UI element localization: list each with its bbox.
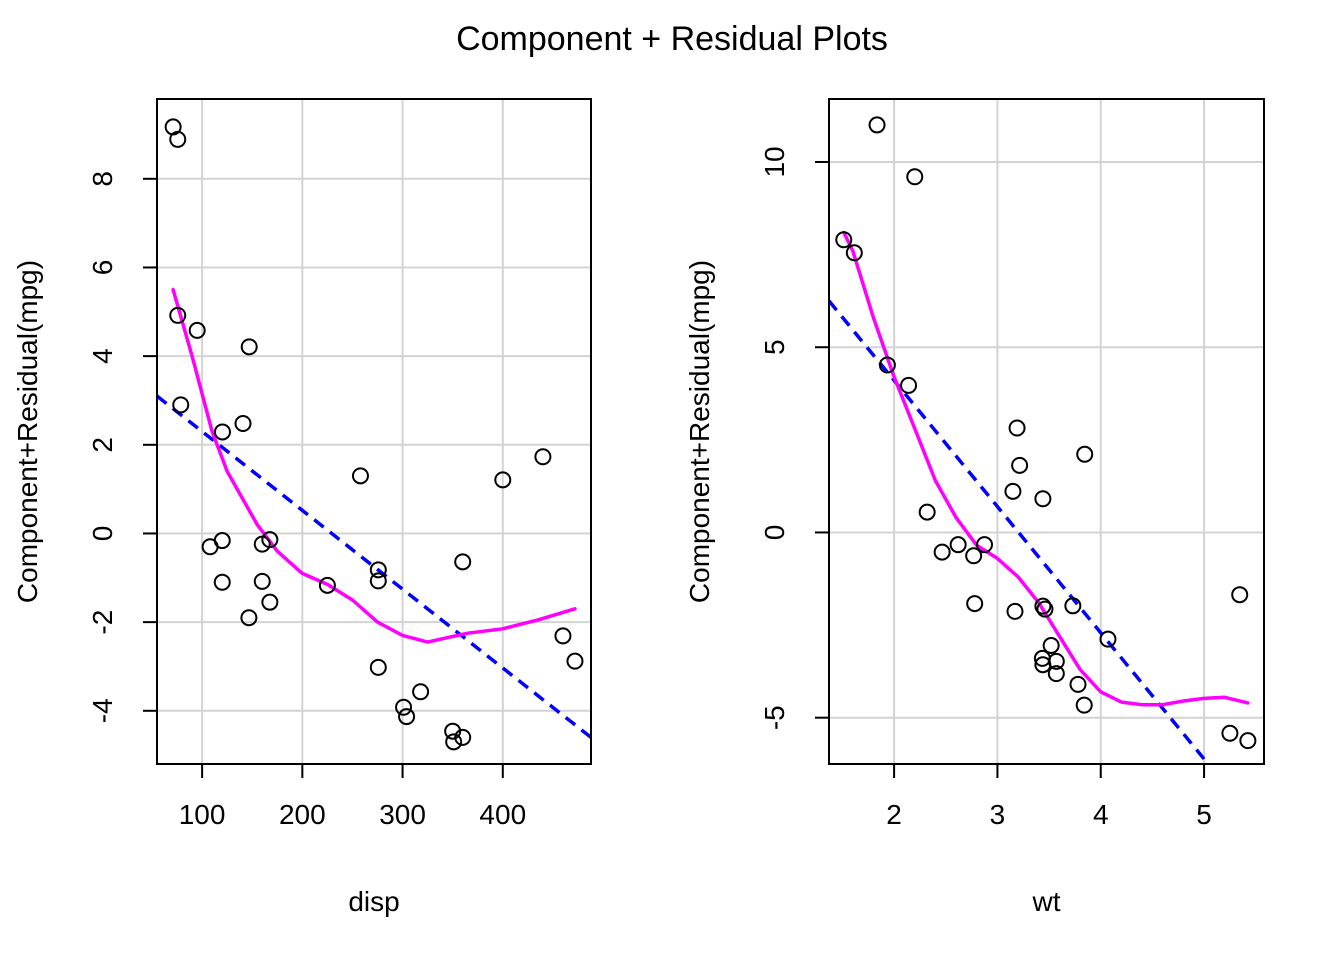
data-point bbox=[445, 733, 463, 751]
data-point bbox=[234, 415, 252, 433]
data-point bbox=[1221, 724, 1239, 742]
data-point bbox=[878, 356, 896, 374]
plot-frame bbox=[156, 98, 592, 765]
y-tick-label: 5 bbox=[759, 339, 790, 355]
data-point bbox=[1047, 665, 1065, 683]
data-point bbox=[966, 595, 984, 613]
y-tick-label: 0 bbox=[759, 525, 790, 541]
data-point bbox=[454, 553, 472, 571]
y-tick-label: 0 bbox=[87, 526, 118, 542]
data-point bbox=[906, 168, 924, 186]
y-tick-label: 6 bbox=[87, 260, 118, 276]
y-tick-label: 10 bbox=[759, 146, 790, 177]
disp-panel: 100 200 300 400 -4 -2 0 2 4 6 8 disp Component+Resid… bbox=[12, 98, 592, 917]
data-point bbox=[261, 531, 279, 549]
data-point bbox=[554, 627, 572, 645]
plot-frame bbox=[828, 98, 1265, 765]
y-tick-label: 2 bbox=[87, 437, 118, 453]
x-tick-label: 300 bbox=[379, 799, 426, 830]
y-tick-label: -2 bbox=[87, 610, 118, 635]
x-tick-label: 3 bbox=[990, 799, 1006, 830]
data-point bbox=[188, 321, 206, 339]
data-point bbox=[1069, 675, 1087, 693]
data-point bbox=[369, 572, 387, 590]
x-tick-label: 400 bbox=[479, 799, 526, 830]
data-point bbox=[1036, 600, 1054, 618]
linear-fit-line bbox=[157, 394, 591, 739]
data-point bbox=[900, 376, 918, 394]
data-point bbox=[1034, 490, 1052, 508]
data-point bbox=[868, 116, 886, 134]
data-point bbox=[918, 503, 936, 521]
data-point bbox=[213, 573, 231, 591]
data-point bbox=[1008, 419, 1026, 437]
x-tick-label: 100 bbox=[179, 799, 226, 830]
data-point bbox=[454, 728, 472, 746]
y-tick-label: -5 bbox=[759, 705, 790, 730]
fit-lines bbox=[157, 287, 591, 739]
smooth-fit-line bbox=[171, 287, 577, 644]
figure-title: Component + Residual Plots bbox=[456, 20, 888, 58]
x-tick-label: 200 bbox=[279, 799, 326, 830]
x-axis-label: wt bbox=[1032, 886, 1061, 917]
data-point bbox=[949, 536, 967, 554]
data-point bbox=[369, 658, 387, 676]
data-point bbox=[172, 396, 190, 414]
data-point bbox=[318, 576, 336, 594]
data-point bbox=[169, 130, 187, 148]
data-point bbox=[351, 467, 369, 485]
data-point bbox=[1231, 586, 1249, 604]
data-point bbox=[1006, 602, 1024, 620]
data-point bbox=[566, 652, 584, 670]
data-point bbox=[253, 572, 271, 590]
smooth-fit-line bbox=[842, 230, 1250, 707]
x-tick-label: 2 bbox=[886, 799, 902, 830]
data-point bbox=[261, 593, 279, 611]
y-axis-label: Component+Residual(mpg) bbox=[12, 260, 43, 603]
data-point bbox=[534, 448, 552, 466]
data-point bbox=[213, 423, 231, 441]
data-point bbox=[1239, 732, 1257, 750]
y-tick-label: 8 bbox=[87, 171, 118, 187]
data-point bbox=[398, 708, 416, 726]
data-point bbox=[1099, 630, 1117, 648]
data-point bbox=[976, 536, 994, 554]
data-point bbox=[494, 471, 512, 489]
data-point bbox=[835, 231, 853, 249]
y-axis-label: Component+Residual(mpg) bbox=[684, 260, 715, 603]
data-point bbox=[1042, 636, 1060, 654]
fit-lines bbox=[829, 230, 1250, 764]
data-point bbox=[1047, 652, 1065, 670]
data-point bbox=[933, 543, 951, 561]
y-tick-label: -4 bbox=[87, 698, 118, 723]
data-point bbox=[169, 306, 187, 324]
data-point bbox=[240, 338, 258, 356]
data-point bbox=[1011, 456, 1029, 474]
data-point bbox=[1076, 445, 1094, 463]
x-axis-label: disp bbox=[348, 886, 399, 917]
data-point bbox=[1064, 597, 1082, 615]
data-point bbox=[1075, 696, 1093, 714]
data-point bbox=[240, 609, 258, 627]
data-point bbox=[1004, 482, 1022, 500]
data-point bbox=[201, 538, 219, 556]
x-tick-label: 4 bbox=[1093, 799, 1109, 830]
y-tick-label: 4 bbox=[87, 348, 118, 364]
wt-panel: 2 3 4 5 -5 0 5 10 wt Component+Residual(mpg) bbox=[684, 98, 1265, 917]
data-point bbox=[412, 683, 430, 701]
data-point bbox=[369, 561, 387, 579]
data-point bbox=[395, 698, 413, 716]
data-point bbox=[845, 244, 863, 262]
data-point bbox=[1034, 597, 1052, 615]
data-point bbox=[965, 547, 983, 565]
x-tick-label: 5 bbox=[1196, 799, 1212, 830]
